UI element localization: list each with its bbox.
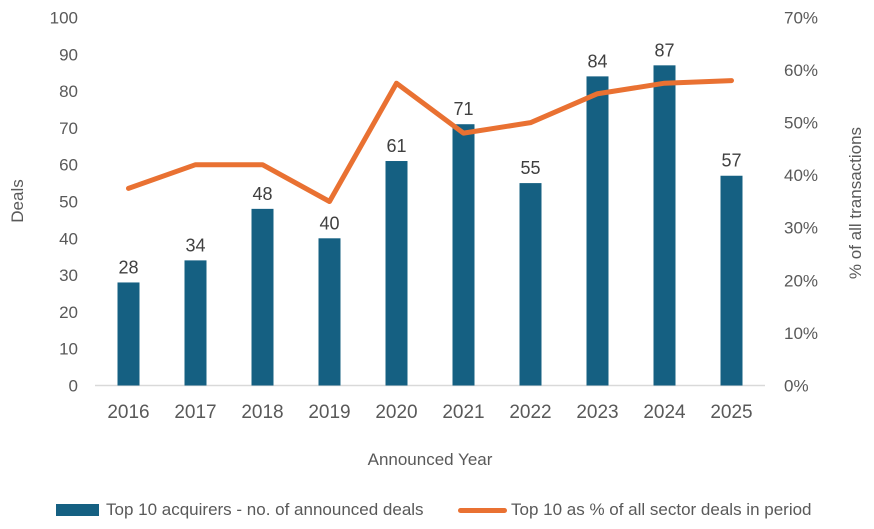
bar — [586, 76, 609, 386]
right-axis-tick-label: 50% — [784, 114, 818, 133]
left-axis-tick-label: 60 — [59, 156, 78, 175]
right-axis-tick-label: 30% — [784, 219, 818, 238]
bar — [519, 183, 542, 386]
left-axis-tick-label: 20 — [59, 303, 78, 322]
bar — [653, 65, 676, 386]
bar-value-label: 28 — [118, 257, 138, 277]
left-axis-tick-label: 40 — [59, 229, 78, 248]
x-axis-tick-label: 2020 — [375, 402, 417, 423]
bar — [452, 124, 475, 386]
x-axis-tick-label: 2023 — [576, 402, 618, 423]
legend-item-line: Top 10 as % of all sector deals in perio… — [458, 500, 812, 520]
right-axis-tick-label: 70% — [784, 8, 818, 27]
bar — [251, 208, 274, 386]
right-axis-tick-label: 0% — [784, 376, 809, 395]
bar — [318, 238, 341, 386]
bar-value-label: 55 — [520, 158, 540, 178]
chart-canvas: 0 10 20 30 40 50 60 70 80 90 100 0% 10% 20% 30% 40% 50% 6… — [50, 8, 818, 423]
legend-item-bars: Top 10 acquirers - no. of announced deal… — [56, 500, 424, 520]
bar — [720, 175, 743, 386]
bar-series-swatch — [56, 504, 99, 516]
bar-value-label: 40 — [319, 213, 339, 233]
left-axis-title: Deals — [8, 179, 27, 223]
line-series-swatch — [458, 507, 507, 513]
x-axis-tick-label: 2021 — [442, 402, 484, 423]
x-axis-tick-label: 2025 — [710, 402, 752, 423]
left-axis-tick-label: 80 — [59, 82, 78, 101]
left-axis-tick-label: 50 — [59, 192, 78, 211]
x-axis-tick-label: 2016 — [107, 402, 149, 423]
legend-label-line: Top 10 as % of all sector deals in perio… — [511, 500, 812, 519]
bar — [184, 260, 207, 386]
legend-label-bars: Top 10 acquirers - no. of announced deal… — [106, 500, 424, 519]
right-axis-tick-label: 10% — [784, 324, 818, 343]
left-axis-tick-label: 70 — [59, 119, 78, 138]
left-axis-tick-label: 90 — [59, 45, 78, 64]
bar-value-label: 61 — [386, 136, 406, 156]
bar-value-label: 34 — [185, 235, 205, 255]
bar — [117, 282, 140, 386]
right-axis-tick-label: 20% — [784, 271, 818, 290]
right-axis-title: % of all transactions — [846, 126, 865, 280]
x-axis-tick-label: 2017 — [174, 402, 216, 423]
left-axis-tick-label: 30 — [59, 266, 78, 285]
bar-value-label: 84 — [587, 51, 607, 71]
bar-value-label: 71 — [453, 99, 473, 119]
line-series — [126, 78, 734, 204]
left-axis-tick-label: 10 — [59, 340, 78, 359]
left-axis-tick-label: 0 — [69, 376, 78, 395]
x-axis-tick-label: 2022 — [509, 402, 551, 423]
bar-value-label: 87 — [654, 40, 674, 60]
bar — [385, 161, 408, 386]
x-axis-tick-label: 2018 — [241, 402, 283, 423]
bar-value-label: 48 — [252, 184, 272, 204]
bar-value-label: 57 — [721, 151, 741, 171]
x-axis-tick-label: 2019 — [308, 402, 350, 423]
left-axis-tick-label: 100 — [50, 8, 78, 27]
x-axis-title: Announced Year — [367, 450, 493, 469]
x-axis-tick-label: 2024 — [643, 402, 686, 423]
right-axis-tick-label: 60% — [784, 61, 818, 80]
right-axis-tick-label: 40% — [784, 166, 818, 185]
